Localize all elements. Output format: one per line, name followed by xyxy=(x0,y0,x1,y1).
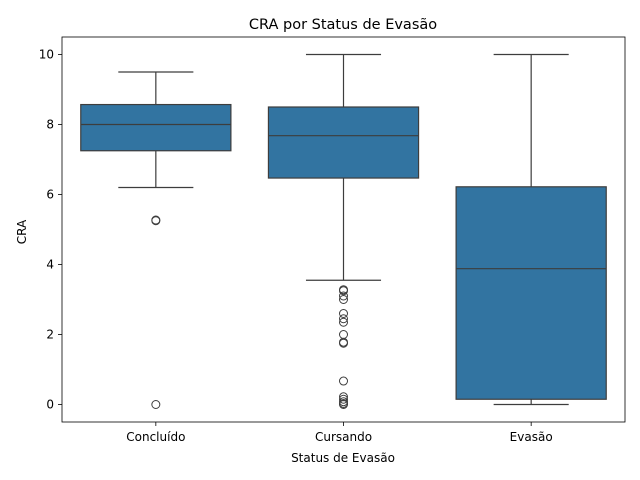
outlier-point-cursando xyxy=(339,291,348,301)
x-axis-label: Status de Evasão xyxy=(291,451,395,465)
y-tick-label: 2 xyxy=(46,328,54,342)
outlier-point-cursando xyxy=(339,376,348,386)
outlier-point-cursando xyxy=(339,338,348,348)
chart-title: CRA por Status de Evasão xyxy=(249,17,437,33)
outlier-point-cursando xyxy=(339,286,348,296)
y-tick-label: 10 xyxy=(39,48,54,62)
x-tick-label: Concluído xyxy=(126,430,185,444)
outlier-point-cursando xyxy=(339,317,348,327)
outlier-point-cursando xyxy=(339,330,348,339)
outlier-point-cursando xyxy=(339,314,348,324)
y-tick-label: 6 xyxy=(46,188,54,202)
x-tick-label: Cursando xyxy=(315,430,372,444)
outlier-point-cursando xyxy=(339,400,348,409)
plot-area: 0 2 4 6 8 10 Concluído Cursando Evasão xyxy=(39,36,626,444)
x-tick-label: Evasão xyxy=(510,430,553,444)
outlier-point-cursando xyxy=(339,394,348,404)
y-tick-label: 8 xyxy=(46,118,54,132)
outlier-point-concluido xyxy=(151,400,161,409)
outlier-point-concluido xyxy=(151,215,161,225)
y-axis-label: CRA xyxy=(15,219,29,244)
y-tick-label: 4 xyxy=(46,258,54,272)
box-cursando xyxy=(267,106,420,179)
box-concluido xyxy=(80,103,232,152)
box-evasao xyxy=(455,186,607,400)
plot-frame xyxy=(61,36,626,423)
outlier-point-cursando xyxy=(339,309,348,318)
outlier-point-cursando xyxy=(339,295,348,304)
y-tick-label: 0 xyxy=(46,398,54,412)
